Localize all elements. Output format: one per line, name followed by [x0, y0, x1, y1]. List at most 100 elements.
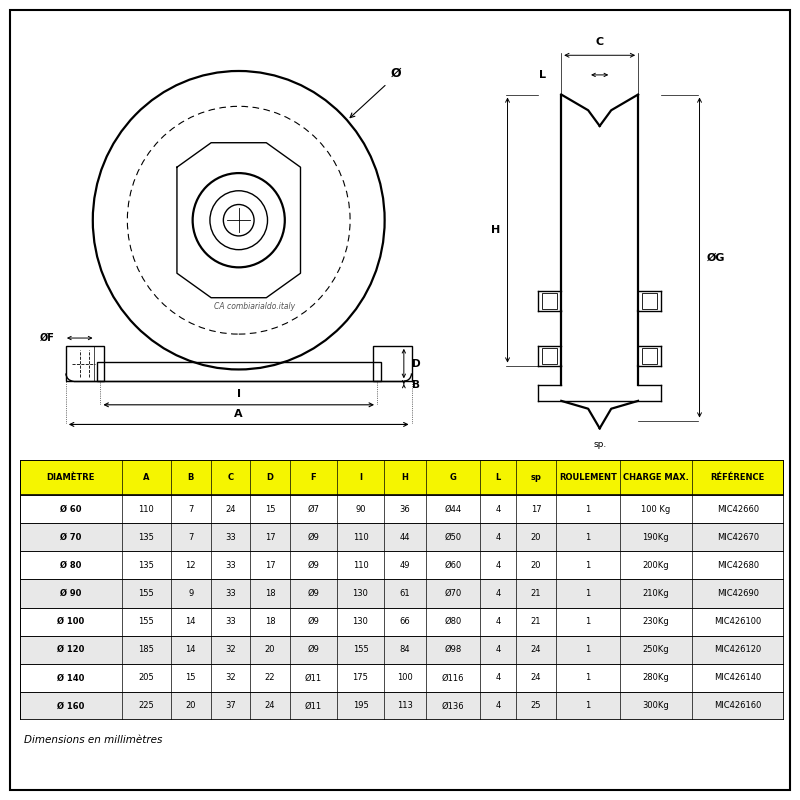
Text: I: I — [237, 389, 241, 399]
Text: 20: 20 — [530, 561, 541, 570]
Text: C: C — [227, 473, 234, 482]
Text: Ø11: Ø11 — [305, 702, 322, 710]
Text: 100 Kg: 100 Kg — [641, 505, 670, 514]
Text: 1: 1 — [585, 702, 590, 710]
Text: 66: 66 — [399, 617, 410, 626]
Text: 15: 15 — [186, 674, 196, 682]
Bar — [66, 346, 104, 382]
Text: Ø9: Ø9 — [307, 589, 319, 598]
Text: 1: 1 — [585, 589, 590, 598]
Bar — [642, 348, 658, 363]
Text: ROULEMENT: ROULEMENT — [559, 473, 617, 482]
Text: 20: 20 — [186, 702, 196, 710]
Text: B: B — [187, 473, 194, 482]
Text: 155: 155 — [353, 646, 368, 654]
Bar — [20, 551, 784, 579]
Text: 61: 61 — [399, 589, 410, 598]
Text: Ø9: Ø9 — [307, 561, 319, 570]
Text: Ø 80: Ø 80 — [60, 561, 82, 570]
Text: 32: 32 — [225, 646, 236, 654]
Text: 155: 155 — [138, 617, 154, 626]
Text: 7: 7 — [188, 533, 194, 542]
Text: 14: 14 — [186, 617, 196, 626]
Text: 84: 84 — [399, 646, 410, 654]
Text: MIC42660: MIC42660 — [717, 505, 759, 514]
Text: RÉFÉRENCE: RÉFÉRENCE — [710, 473, 765, 482]
Text: Ø 70: Ø 70 — [60, 533, 82, 542]
Bar — [542, 293, 558, 309]
Text: sp.: sp. — [593, 440, 606, 449]
Text: Ø 140: Ø 140 — [58, 674, 85, 682]
Text: Ø 120: Ø 120 — [58, 646, 85, 654]
Text: 110: 110 — [353, 533, 368, 542]
Text: 110: 110 — [138, 505, 154, 514]
Text: 12: 12 — [186, 561, 196, 570]
Text: A: A — [234, 409, 243, 418]
Text: Ø 60: Ø 60 — [60, 505, 82, 514]
Text: 200Kg: 200Kg — [642, 561, 669, 570]
Text: Ø116: Ø116 — [442, 674, 464, 682]
Text: ØG: ØG — [707, 253, 726, 262]
Text: 36: 36 — [399, 505, 410, 514]
Text: 33: 33 — [225, 533, 236, 542]
Text: Ø50: Ø50 — [444, 533, 462, 542]
Text: 1: 1 — [585, 617, 590, 626]
Text: Ø98: Ø98 — [444, 646, 462, 654]
Text: L: L — [539, 70, 546, 80]
Bar — [20, 495, 784, 523]
Text: 205: 205 — [138, 674, 154, 682]
Text: 210Kg: 210Kg — [642, 589, 669, 598]
Text: 190Kg: 190Kg — [642, 533, 669, 542]
Text: 4: 4 — [495, 646, 501, 654]
Text: 130: 130 — [353, 589, 369, 598]
Text: 17: 17 — [265, 533, 275, 542]
Text: 24: 24 — [225, 505, 235, 514]
Text: L: L — [495, 473, 501, 482]
Text: 22: 22 — [265, 674, 275, 682]
Text: DIAMÈTRE: DIAMÈTRE — [46, 473, 95, 482]
Text: MIC42680: MIC42680 — [717, 561, 759, 570]
Text: Ø 100: Ø 100 — [58, 617, 85, 626]
Text: 1: 1 — [585, 561, 590, 570]
Text: 230Kg: 230Kg — [642, 617, 669, 626]
Text: 100: 100 — [397, 674, 413, 682]
Text: Ø70: Ø70 — [444, 589, 462, 598]
Text: 49: 49 — [399, 561, 410, 570]
Text: I: I — [359, 473, 362, 482]
Text: MIC42670: MIC42670 — [717, 533, 759, 542]
Text: 4: 4 — [495, 589, 501, 598]
Bar — [373, 346, 411, 382]
Text: G: G — [450, 473, 456, 482]
Text: 135: 135 — [138, 561, 154, 570]
Text: 33: 33 — [225, 617, 236, 626]
Text: 1: 1 — [585, 674, 590, 682]
Bar — [20, 607, 784, 636]
Bar — [20, 664, 784, 692]
Text: 185: 185 — [138, 646, 154, 654]
Text: Ø9: Ø9 — [307, 533, 319, 542]
Text: 24: 24 — [530, 646, 541, 654]
Text: 155: 155 — [138, 589, 154, 598]
Text: 32: 32 — [225, 674, 236, 682]
Text: 18: 18 — [265, 589, 275, 598]
Text: H: H — [490, 225, 500, 235]
Text: Dimensions en millimètres: Dimensions en millimètres — [24, 735, 162, 746]
Text: 225: 225 — [138, 702, 154, 710]
Text: F: F — [310, 473, 316, 482]
Text: Ø11: Ø11 — [305, 674, 322, 682]
Text: 24: 24 — [530, 674, 541, 682]
Text: 17: 17 — [265, 561, 275, 570]
Text: 4: 4 — [495, 505, 501, 514]
Text: 37: 37 — [225, 702, 236, 710]
Text: 1: 1 — [585, 533, 590, 542]
Text: 110: 110 — [353, 561, 368, 570]
Text: 90: 90 — [355, 505, 366, 514]
Text: 17: 17 — [530, 505, 542, 514]
Text: Ø80: Ø80 — [444, 617, 462, 626]
Text: MIC426120: MIC426120 — [714, 646, 762, 654]
Text: 44: 44 — [399, 533, 410, 542]
Bar — [20, 636, 784, 664]
Text: 1: 1 — [585, 505, 590, 514]
Text: 4: 4 — [495, 533, 501, 542]
Text: 113: 113 — [397, 702, 413, 710]
